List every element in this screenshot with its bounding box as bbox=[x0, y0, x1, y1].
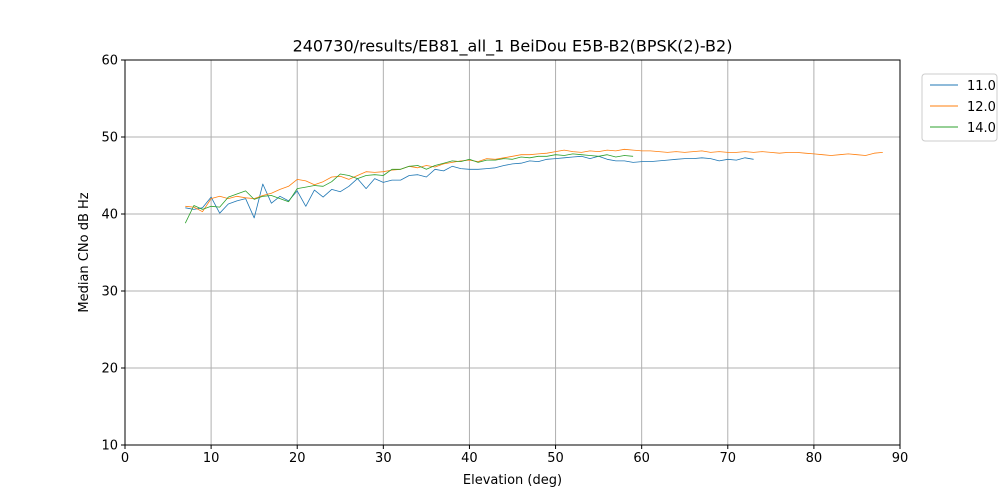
plot-frame bbox=[124, 59, 901, 446]
x-tick-label: 10 bbox=[203, 451, 220, 466]
legend-box bbox=[921, 73, 998, 142]
chart-title: 240730/results/EB81_all_1 BeiDou E5B-B2(… bbox=[293, 37, 733, 57]
x-tick-label: 60 bbox=[633, 451, 650, 466]
x-axis-label: Elevation (deg) bbox=[463, 473, 562, 488]
legend-label: 11.0 bbox=[967, 79, 996, 94]
x-tick-label: 90 bbox=[892, 451, 909, 466]
legend: 11.0 12.0 14.0 bbox=[921, 73, 998, 142]
legend-label: 12.0 bbox=[967, 100, 996, 115]
x-axis: 0 10 20 30 40 50 60 70 80 90 bbox=[121, 445, 908, 466]
y-tick-label: 10 bbox=[101, 439, 118, 454]
x-tick-label: 70 bbox=[720, 451, 737, 466]
y-tick-label: 30 bbox=[101, 285, 118, 300]
x-tick-label: 20 bbox=[289, 451, 306, 466]
x-tick-label: 50 bbox=[547, 451, 564, 466]
y-tick-label: 20 bbox=[101, 362, 118, 377]
legend-label: 14.0 bbox=[967, 121, 996, 136]
y-tick-label: 60 bbox=[101, 54, 118, 69]
series-layer bbox=[184, 148, 883, 224]
x-tick-label: 0 bbox=[121, 451, 129, 466]
series-line-11.0 bbox=[185, 155, 754, 219]
grid-lines bbox=[124, 59, 901, 446]
x-tick-label: 30 bbox=[375, 451, 392, 466]
x-tick-label: 80 bbox=[806, 451, 823, 466]
y-tick-label: 50 bbox=[101, 131, 118, 146]
y-axis: 10 20 30 40 50 60 bbox=[101, 54, 125, 454]
x-tick-label: 40 bbox=[461, 451, 478, 466]
series-line-12.0 bbox=[185, 148, 883, 213]
y-axis-label: Median CNo dB Hz bbox=[77, 192, 92, 312]
series-line-14.0 bbox=[184, 153, 634, 224]
y-tick-label: 40 bbox=[101, 208, 118, 223]
